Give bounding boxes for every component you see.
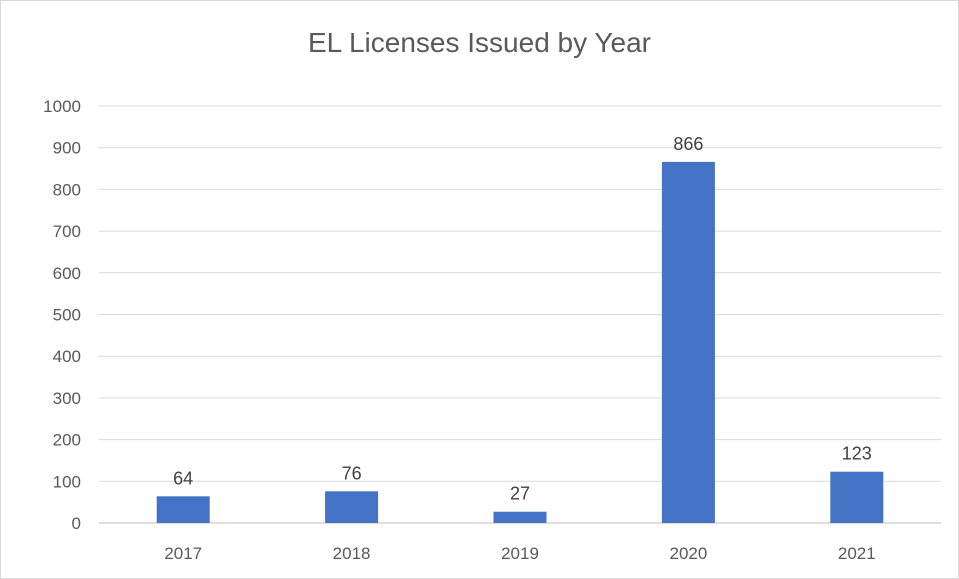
x-tick-label: 2017 xyxy=(164,544,202,563)
x-tick-label: 2021 xyxy=(838,544,876,563)
data-label: 76 xyxy=(342,463,362,483)
y-tick-label: 500 xyxy=(53,306,81,325)
x-tick-label: 2019 xyxy=(501,544,539,563)
bar-2018 xyxy=(325,491,379,523)
x-tick-label: 2018 xyxy=(333,544,371,563)
y-tick-label: 400 xyxy=(53,347,81,366)
y-tick-label: 100 xyxy=(53,472,81,491)
data-label: 866 xyxy=(673,134,703,154)
bar-2020 xyxy=(661,161,715,524)
data-label: 123 xyxy=(842,444,872,464)
y-tick-label: 200 xyxy=(53,431,81,450)
data-label: 27 xyxy=(510,484,530,504)
y-tick-label: 0 xyxy=(72,514,81,533)
bar-2019 xyxy=(493,511,547,523)
bar-2021 xyxy=(830,471,884,523)
y-tick-label: 700 xyxy=(53,222,81,241)
y-tick-label: 800 xyxy=(53,180,81,199)
chart-title: EL Licenses Issued by Year xyxy=(308,27,651,58)
x-tick-label: 2020 xyxy=(669,544,707,563)
data-label: 64 xyxy=(173,468,193,488)
y-tick-label: 300 xyxy=(53,389,81,408)
y-tick-label: 1000 xyxy=(43,97,81,116)
y-tick-label: 600 xyxy=(53,264,81,283)
y-tick-label: 900 xyxy=(53,139,81,158)
bar-2017 xyxy=(156,496,210,523)
